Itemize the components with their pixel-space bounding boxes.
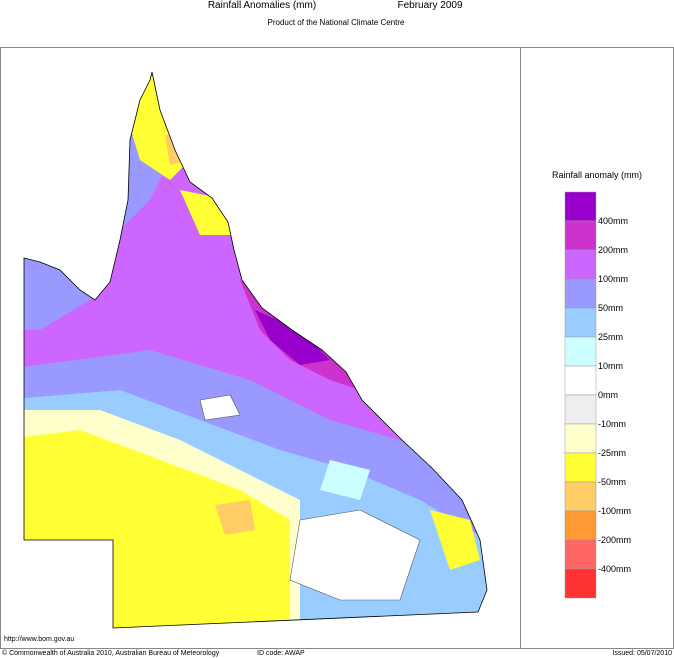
legend-swatch [564, 481, 597, 512]
legend-swatch [564, 278, 597, 309]
legend-label: 50mm [598, 303, 623, 313]
legend-swatch [564, 365, 597, 396]
legend-swatch [564, 249, 597, 280]
id-code: ID code: AWAP [257, 650, 305, 657]
legend-label: -25mm [598, 448, 626, 458]
legend-label: 0mm [598, 390, 618, 400]
legend-swatch [564, 191, 597, 222]
legend-label: 400mm [598, 216, 628, 226]
legend-swatch [564, 539, 597, 570]
legend-swatch [564, 568, 597, 599]
legend-swatch [564, 452, 597, 483]
legend-swatch [564, 423, 597, 454]
issued: Issued: 05/07/2010 [612, 650, 672, 657]
legend-swatch [564, 336, 597, 367]
legend-label: 200mm [598, 245, 628, 255]
subtitle: Product of the National Climate Centre [268, 18, 406, 27]
legend-title: Rainfall anomaly (mm) [552, 170, 642, 180]
map [24, 72, 487, 628]
legend-label: -100mm [598, 506, 631, 516]
legend-label: -50mm [598, 477, 626, 487]
copyright: © Commonwealth of Australia 2010, Austra… [2, 649, 220, 657]
legend-label: -200mm [598, 535, 631, 545]
legend-label: 25mm [598, 332, 623, 342]
legend-swatch [564, 307, 597, 338]
legend-label: 10mm [598, 361, 623, 371]
outline [23, 71, 488, 629]
period: February 2009 [397, 0, 462, 11]
legend-label: 100mm [598, 274, 628, 284]
legend-swatch [564, 394, 597, 425]
legend-swatch [564, 510, 597, 541]
legend: 400mm 200mm 100mm 50mm 25mm 10mm 0mm -10mm -25mm… [564, 191, 631, 599]
title: Rainfall Anomalies (mm) [208, 0, 316, 11]
legend-label: -400mm [598, 564, 631, 574]
legend-swatch [564, 220, 597, 251]
legend-label: -10mm [598, 419, 626, 429]
url: http://www.bom.gov.au [4, 636, 74, 643]
